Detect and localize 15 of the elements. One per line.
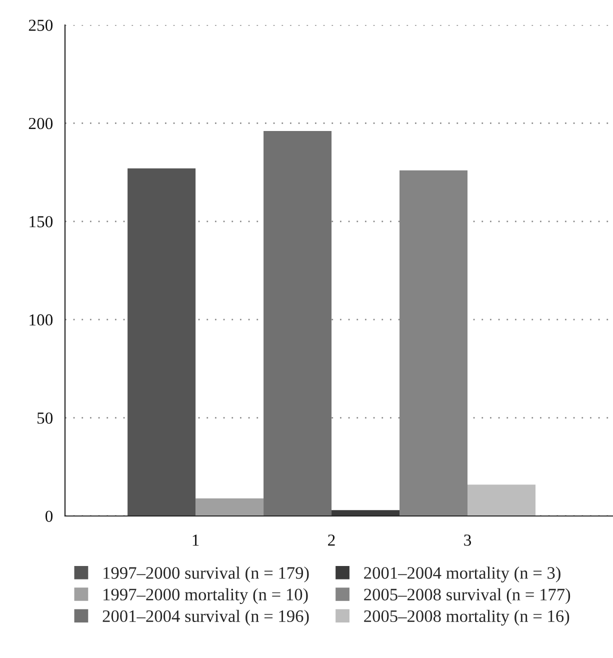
legend-label: 2001–2004 survival (n = 196) (102, 610, 309, 626)
x-tick-label: 2 (328, 534, 335, 546)
y-tick-label: 100 (30, 314, 53, 326)
x-tick-label: 1 (192, 534, 199, 546)
legend-label: 2001–2004 mortality (n = 3) (364, 566, 560, 582)
y-tick-label: 50 (37, 412, 53, 424)
y-tick-label: 150 (30, 216, 53, 228)
y-tick-label: 200 (28, 118, 53, 130)
legend-label: 1997–2000 mortality (n = 10) (104, 588, 308, 604)
legend-label: 1997–2000 survival (n = 179) (104, 566, 309, 582)
legend-label: 2005–2008 survival (n = 177) (364, 588, 570, 604)
x-tick-label: 3 (464, 534, 472, 546)
y-tick-label: 0 (45, 510, 53, 522)
y-tick-label: 250 (28, 20, 53, 31)
legend-label: 2005–2008 mortality (n = 16) (364, 610, 570, 626)
